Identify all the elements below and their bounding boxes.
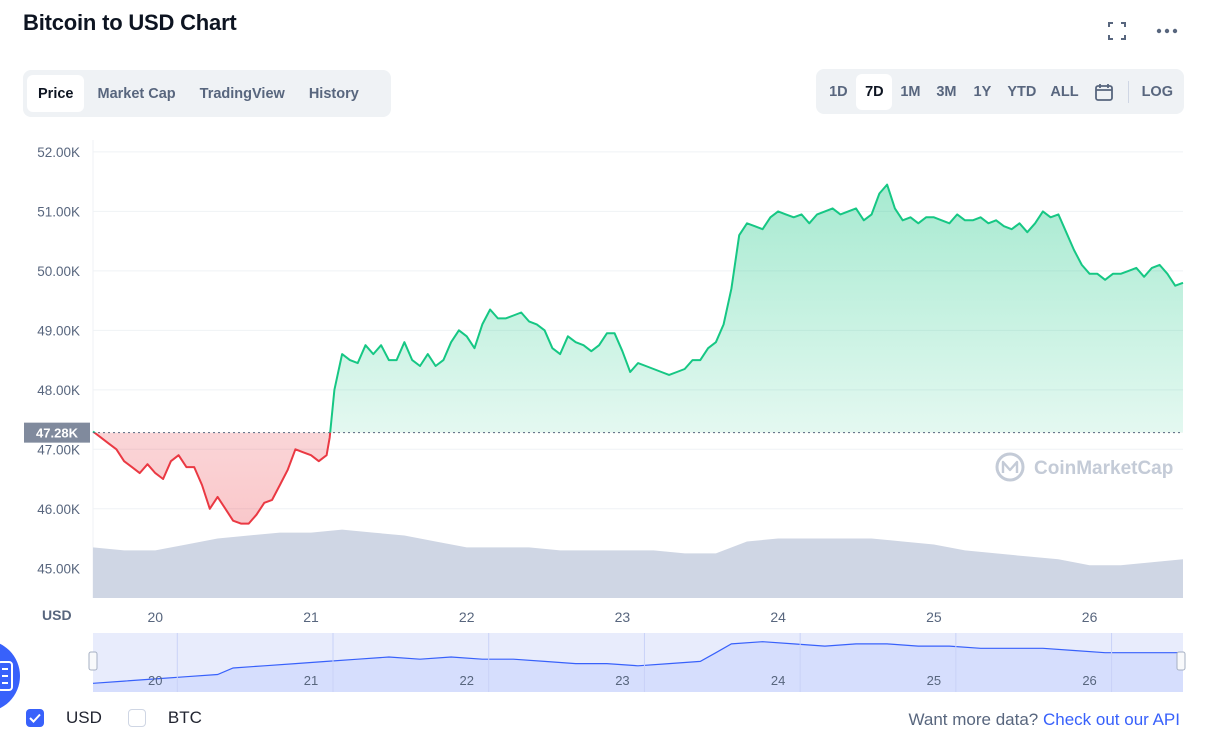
check-icon: [29, 713, 41, 723]
btc-checkbox[interactable]: [127, 709, 146, 727]
side-widget-icon[interactable]: [0, 640, 20, 712]
range-3m[interactable]: 3M: [936, 83, 957, 100]
range-1d[interactable]: 1D: [829, 83, 848, 100]
range-ytd[interactable]: YTD: [1007, 83, 1037, 100]
more-data-footer: Want more data? Check out our API: [908, 710, 1180, 730]
y-tick-label: 48.00K: [37, 383, 80, 398]
price-line-up: [92, 183, 1184, 433]
tab-history[interactable]: History: [308, 85, 359, 102]
price-area: [93, 184, 1183, 524]
navigator-line: [92, 641, 1183, 684]
legend-btc[interactable]: BTC: [127, 708, 202, 728]
reference-price-tag: [24, 422, 90, 443]
currency-legend: USD BTC: [26, 708, 228, 728]
x-tick-label: 24: [770, 609, 786, 625]
range-1m[interactable]: 1M: [900, 83, 921, 100]
x-tick-label: 25: [926, 609, 942, 625]
y-tick-label: 52.00K: [37, 145, 80, 160]
fullscreen-icon[interactable]: [1104, 18, 1130, 44]
x-tick-label: 23: [615, 609, 631, 625]
volume-path: [93, 529, 1183, 598]
y-tick-label: 51.00K: [37, 204, 80, 219]
range-1y[interactable]: 1Y: [973, 83, 992, 100]
api-link[interactable]: Check out our API: [1042, 710, 1180, 729]
navigator-tick-label: 23: [615, 673, 629, 688]
more-data-prompt: Want more data?: [908, 710, 1043, 729]
x-tick-label: 20: [147, 609, 163, 625]
x-tick-label: 21: [303, 609, 319, 625]
volume-area: [93, 529, 1183, 598]
navigator-right-handle[interactable]: [1176, 651, 1186, 671]
legend-usd[interactable]: USD: [26, 708, 102, 728]
coinmarketcap-logo-icon: [995, 452, 1025, 482]
y-tick-label: 50.00K: [37, 264, 80, 279]
range-divider: [1127, 80, 1129, 103]
tab-tradingview[interactable]: TradingView: [199, 85, 285, 102]
navigator-area: [93, 641, 1183, 692]
chart-type-tabs: Price Market Cap TradingView History: [23, 70, 391, 117]
calendar-icon[interactable]: [1086, 74, 1122, 110]
price-chart: CoinMarketCap 52.00K 51.00K 50.00K 49.00K 48…: [24, 140, 1186, 692]
tab-market-cap[interactable]: Market Cap: [97, 85, 176, 102]
y-tick-label: 49.00K: [37, 323, 80, 338]
reference-price-label: 47.28K: [36, 426, 79, 441]
x-tick-label: 22: [459, 609, 475, 625]
navigator-tick-label: 22: [459, 673, 473, 688]
y-tick-label: 46.00K: [37, 502, 80, 517]
price-line-down: [92, 432, 332, 525]
x-tick-label: 26: [1082, 609, 1098, 625]
legend-btc-label: BTC: [167, 708, 202, 727]
navigator-tick-label: 26: [1082, 673, 1096, 688]
price-area-up: [93, 184, 1183, 433]
range-all[interactable]: ALL: [1050, 83, 1079, 100]
navigator[interactable]: 20 21 22 23 24 25 26: [88, 633, 1186, 692]
navigator-tick-label: 21: [304, 673, 318, 688]
more-icon[interactable]: [1154, 18, 1180, 44]
range-7d[interactable]: 7D: [856, 73, 893, 110]
navigator-tick-label: 24: [771, 673, 785, 688]
navigator-tick-label: 20: [148, 673, 162, 688]
page-title: Bitcoin to USD Chart: [23, 10, 237, 35]
price-line: [92, 183, 1184, 525]
y-tick-label: 45.00K: [37, 561, 80, 576]
time-range-selector: 1D 7D 1M 3M 1Y YTD ALL LOG: [816, 69, 1184, 114]
log-scale-toggle[interactable]: LOG: [1141, 83, 1173, 100]
watermark: CoinMarketCap: [995, 452, 1173, 482]
navigator-tick-label: 25: [927, 673, 941, 688]
y-tick-label: 47.00K: [37, 442, 80, 457]
legend-usd-label: USD: [66, 708, 102, 727]
watermark-text: CoinMarketCap: [1034, 458, 1173, 479]
chart-axes: 52.00K 51.00K 50.00K 49.00K 48.00K 47.00K 46.0…: [24, 145, 1183, 625]
tab-price[interactable]: Price: [27, 75, 85, 112]
price-area-down: [94, 432, 331, 524]
chart-toolbar: [1104, 18, 1180, 44]
usd-checkbox[interactable]: [26, 709, 44, 727]
navigator-left-handle[interactable]: [88, 651, 98, 671]
currency-axis-label: USD: [42, 607, 72, 623]
